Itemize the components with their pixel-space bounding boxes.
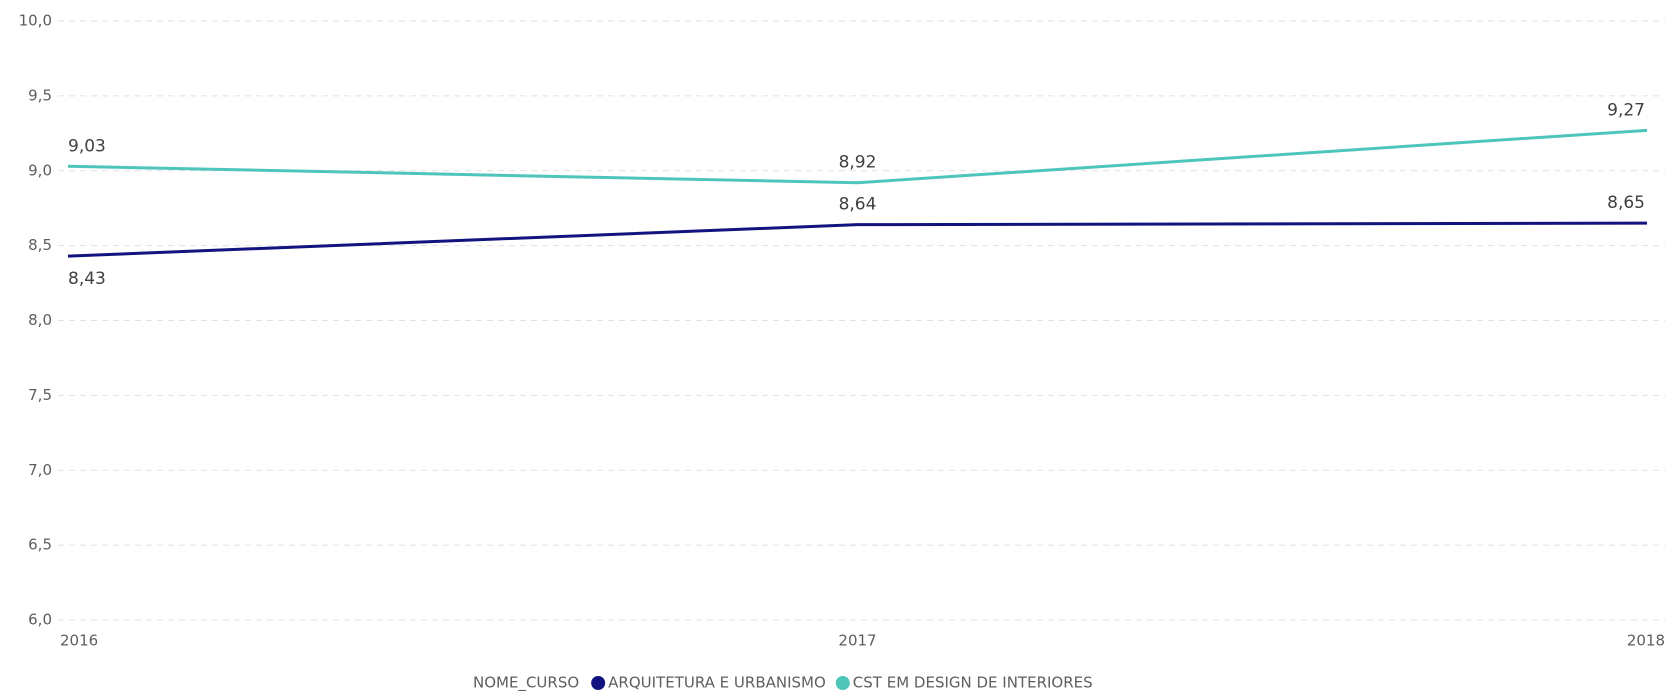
- data-label: 8,43: [68, 269, 106, 289]
- data-label: 8,64: [839, 195, 877, 215]
- y-tick-label: 7,5: [28, 386, 52, 404]
- y-tick-label: 6,5: [28, 536, 52, 554]
- legend-label: ARQUITETURA E URBANISMO: [608, 674, 826, 692]
- y-tick-label: 7,0: [28, 461, 52, 479]
- y-tick-label: 9,0: [28, 161, 52, 179]
- data-label: 8,65: [1607, 193, 1645, 213]
- x-tick-label: 2018: [1627, 632, 1665, 650]
- data-label: 9,27: [1607, 100, 1645, 120]
- y-tick-label: 8,5: [28, 236, 52, 254]
- data-label: 8,92: [839, 153, 877, 173]
- data-label: 9,03: [68, 136, 106, 156]
- x-tick-label: 2017: [838, 632, 876, 650]
- series-line: [67, 128, 1648, 185]
- y-tick-label: 8,0: [28, 311, 52, 329]
- legend-label: CST EM DESIGN DE INTERIORES: [853, 674, 1093, 692]
- legend-marker: [591, 676, 606, 690]
- y-tick-label: 9,5: [28, 86, 52, 104]
- series-line: [67, 221, 1648, 258]
- legend-title: NOME_CURSO: [473, 674, 579, 693]
- x-tick-label: 2016: [60, 632, 98, 650]
- y-tick-label: 10,0: [19, 12, 52, 30]
- legend-marker: [835, 676, 850, 690]
- y-tick-label: 6,0: [28, 611, 52, 629]
